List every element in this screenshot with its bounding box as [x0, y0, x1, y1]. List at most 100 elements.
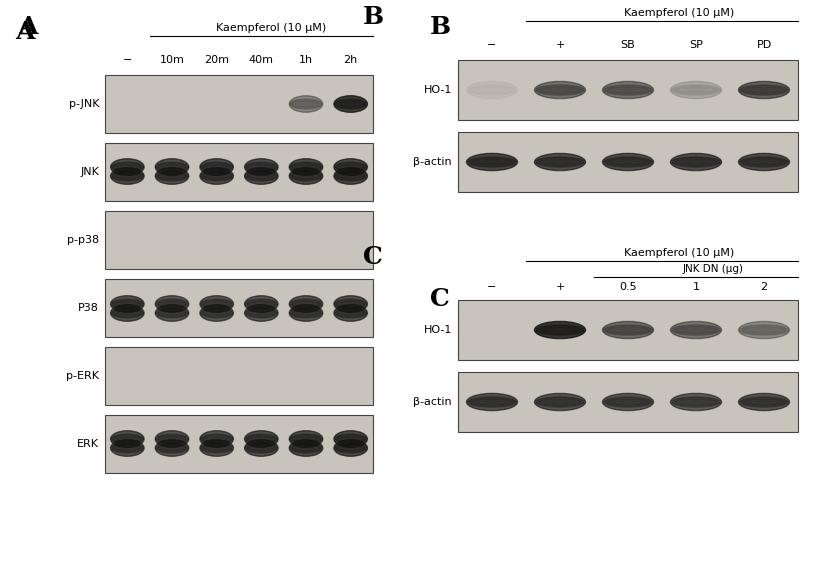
Ellipse shape	[244, 305, 278, 321]
Ellipse shape	[111, 296, 144, 312]
Ellipse shape	[155, 431, 189, 447]
Ellipse shape	[742, 399, 785, 405]
Ellipse shape	[290, 159, 323, 175]
Ellipse shape	[290, 296, 323, 312]
Ellipse shape	[470, 158, 514, 165]
Ellipse shape	[334, 440, 367, 456]
Text: HO-1: HO-1	[423, 85, 452, 95]
Ellipse shape	[606, 327, 649, 334]
Text: −: −	[488, 40, 497, 50]
Ellipse shape	[604, 85, 653, 95]
Ellipse shape	[740, 397, 788, 407]
Ellipse shape	[158, 164, 186, 171]
Ellipse shape	[156, 443, 188, 453]
Ellipse shape	[335, 299, 366, 309]
Ellipse shape	[535, 81, 586, 99]
Ellipse shape	[334, 159, 367, 175]
Ellipse shape	[111, 162, 144, 172]
Ellipse shape	[290, 168, 323, 184]
Ellipse shape	[671, 321, 722, 339]
Ellipse shape	[156, 308, 188, 318]
Ellipse shape	[604, 397, 653, 407]
Ellipse shape	[606, 399, 649, 405]
Ellipse shape	[244, 431, 278, 447]
Text: 2h: 2h	[343, 55, 358, 65]
Ellipse shape	[671, 153, 722, 171]
Ellipse shape	[738, 81, 790, 99]
Ellipse shape	[674, 399, 718, 405]
Ellipse shape	[290, 171, 322, 181]
Ellipse shape	[335, 443, 366, 453]
Ellipse shape	[535, 157, 584, 167]
Ellipse shape	[292, 444, 320, 451]
Ellipse shape	[671, 394, 722, 410]
Ellipse shape	[337, 173, 365, 179]
Ellipse shape	[200, 434, 233, 444]
Ellipse shape	[290, 299, 322, 309]
Ellipse shape	[290, 308, 322, 318]
Ellipse shape	[740, 85, 788, 95]
Ellipse shape	[245, 171, 277, 181]
Ellipse shape	[113, 173, 142, 179]
Ellipse shape	[202, 164, 231, 171]
Ellipse shape	[335, 162, 366, 172]
Text: 10m: 10m	[159, 55, 185, 65]
Ellipse shape	[604, 157, 653, 167]
Ellipse shape	[113, 301, 142, 307]
Ellipse shape	[290, 431, 323, 447]
Ellipse shape	[738, 394, 790, 410]
Ellipse shape	[539, 158, 582, 165]
Ellipse shape	[602, 81, 653, 99]
Ellipse shape	[738, 153, 790, 171]
Ellipse shape	[742, 87, 785, 94]
Ellipse shape	[539, 327, 582, 334]
Ellipse shape	[202, 310, 231, 316]
Ellipse shape	[200, 431, 233, 447]
Bar	[458, 60, 798, 120]
Ellipse shape	[466, 153, 517, 171]
Ellipse shape	[158, 310, 186, 316]
Ellipse shape	[337, 301, 365, 307]
Text: 2: 2	[761, 282, 767, 292]
Ellipse shape	[466, 394, 517, 410]
Text: 40m: 40m	[249, 55, 274, 65]
Text: B: B	[430, 15, 451, 39]
Ellipse shape	[200, 443, 233, 453]
Text: Kaempferol (10 μM): Kaempferol (10 μM)	[624, 248, 734, 258]
Bar	[105, 211, 373, 269]
Ellipse shape	[245, 299, 277, 309]
Text: Kaempferol (10 μM): Kaempferol (10 μM)	[216, 23, 326, 33]
Ellipse shape	[244, 440, 278, 456]
Ellipse shape	[200, 305, 233, 321]
Ellipse shape	[113, 436, 142, 442]
Text: 20m: 20m	[204, 55, 229, 65]
Ellipse shape	[111, 440, 144, 456]
Ellipse shape	[155, 168, 189, 184]
Bar	[458, 372, 798, 432]
Text: SP: SP	[689, 40, 703, 50]
Ellipse shape	[290, 99, 322, 109]
Ellipse shape	[738, 321, 790, 339]
Ellipse shape	[335, 171, 366, 181]
Ellipse shape	[111, 431, 144, 447]
Ellipse shape	[604, 325, 653, 335]
Ellipse shape	[337, 436, 365, 442]
Text: Kaempferol (10 μM): Kaempferol (10 μM)	[624, 8, 734, 18]
Ellipse shape	[158, 444, 186, 451]
Ellipse shape	[202, 436, 231, 442]
Ellipse shape	[156, 434, 188, 444]
Text: P38: P38	[78, 303, 99, 313]
Ellipse shape	[292, 101, 320, 108]
Text: −: −	[488, 282, 497, 292]
Ellipse shape	[200, 440, 233, 456]
Ellipse shape	[245, 434, 277, 444]
Ellipse shape	[111, 299, 144, 309]
Ellipse shape	[155, 305, 189, 321]
Ellipse shape	[602, 394, 653, 410]
Text: β-actin: β-actin	[413, 157, 452, 167]
Ellipse shape	[292, 436, 320, 442]
Ellipse shape	[156, 299, 188, 309]
Ellipse shape	[290, 440, 323, 456]
Ellipse shape	[248, 310, 276, 316]
Ellipse shape	[539, 87, 582, 94]
